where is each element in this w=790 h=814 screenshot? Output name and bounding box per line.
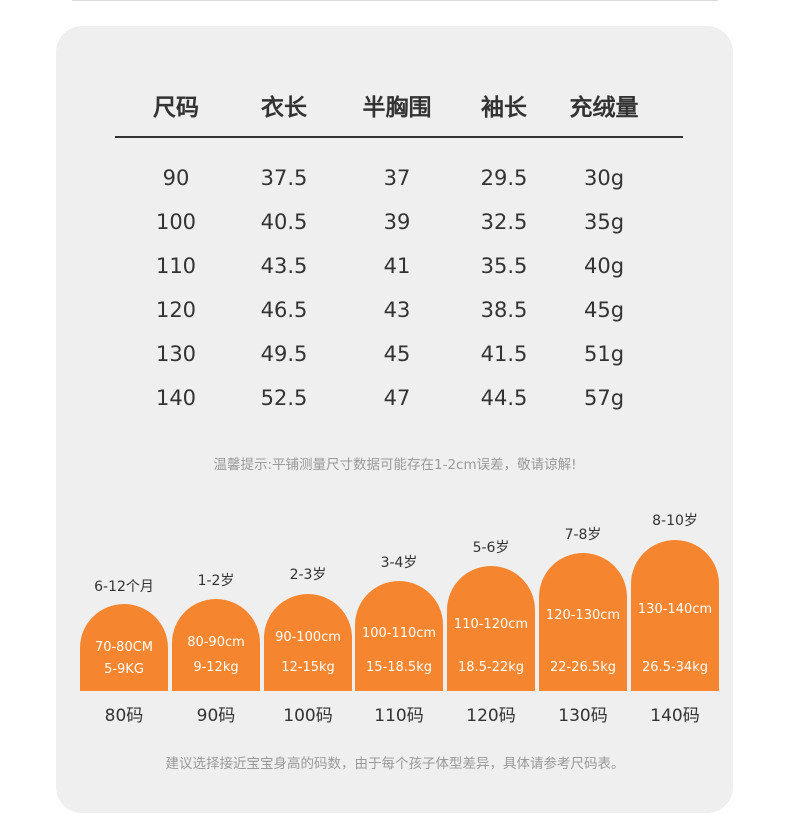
table-row: 120 46.5 43 38.5 45g bbox=[115, 290, 683, 334]
size-label: 120码 bbox=[466, 706, 516, 726]
size-label: 100码 bbox=[283, 706, 333, 726]
cell-size: 120 bbox=[155, 298, 197, 322]
cell-half-chest: 43 bbox=[383, 298, 411, 322]
cell-down-fill: 45g bbox=[583, 298, 625, 322]
cell-length: 46.5 bbox=[260, 298, 308, 322]
cell-sleeve: 32.5 bbox=[480, 210, 528, 234]
size-arch: 80-90cm 9-12kg bbox=[172, 599, 260, 691]
cell-down-fill: 35g bbox=[583, 210, 625, 234]
cell-half-chest: 37 bbox=[383, 166, 411, 190]
size-label: 90码 bbox=[196, 706, 236, 726]
cell-down-fill: 51g bbox=[583, 342, 625, 366]
cell-size: 100 bbox=[155, 210, 197, 234]
cell-size: 140 bbox=[155, 386, 197, 410]
height-range: 120-130cm bbox=[545, 608, 621, 623]
header-down-fill: 充绒量 bbox=[569, 95, 639, 121]
cell-sleeve: 29.5 bbox=[480, 166, 528, 190]
size-arch: 110-120cm 18.5-22kg bbox=[447, 566, 535, 691]
weight-range: 26.5-34kg bbox=[642, 660, 708, 675]
cell-sleeve: 35.5 bbox=[480, 254, 528, 278]
table-header: 尺码 衣长 半胸围 袖长 充绒量 bbox=[115, 84, 683, 138]
table-row: 130 49.5 45 41.5 51g bbox=[115, 334, 683, 378]
cell-down-fill: 40g bbox=[583, 254, 625, 278]
cell-sleeve: 44.5 bbox=[480, 386, 528, 410]
weight-range: 18.5-22kg bbox=[458, 660, 524, 675]
cell-length: 43.5 bbox=[260, 254, 308, 278]
height-range: 100-110cm bbox=[361, 626, 437, 641]
size-advice-note: 建议选择接近宝宝身高的码数，由于每个孩子体型差异，具体请参考尺码表。 bbox=[165, 756, 625, 772]
cell-half-chest: 39 bbox=[383, 210, 411, 234]
cell-length: 40.5 bbox=[260, 210, 308, 234]
cell-half-chest: 41 bbox=[383, 254, 411, 278]
cell-sleeve: 41.5 bbox=[480, 342, 528, 366]
cell-down-fill: 57g bbox=[583, 386, 625, 410]
table-row: 140 52.5 47 44.5 57g bbox=[115, 378, 683, 422]
header-half-chest: 半胸围 bbox=[362, 95, 432, 121]
table-row: 90 37.5 37 29.5 30g bbox=[115, 158, 683, 202]
weight-range: 12-15kg bbox=[281, 660, 335, 675]
height-range: 70-80CM bbox=[94, 640, 154, 655]
cell-length: 52.5 bbox=[260, 386, 308, 410]
table-row: 100 40.5 39 32.5 35g bbox=[115, 202, 683, 246]
header-size: 尺码 bbox=[153, 95, 199, 121]
age-label: 1-2岁 bbox=[197, 573, 235, 589]
cell-length: 49.5 bbox=[260, 342, 308, 366]
size-label: 110码 bbox=[374, 706, 424, 726]
measurement-note: 温馨提示:平铺测量尺寸数据可能存在1-2cm误差，敬请谅解! bbox=[213, 457, 577, 473]
cell-half-chest: 45 bbox=[383, 342, 411, 366]
height-range: 110-120cm bbox=[453, 617, 529, 632]
age-label: 8-10岁 bbox=[652, 513, 698, 529]
weight-range: 5-9KG bbox=[104, 662, 144, 677]
cell-size: 130 bbox=[155, 342, 197, 366]
height-range: 90-100cm bbox=[275, 630, 341, 645]
age-label: 7-8岁 bbox=[564, 527, 602, 543]
cell-size: 90 bbox=[162, 166, 190, 190]
age-label: 3-4岁 bbox=[380, 555, 418, 571]
size-label: 140码 bbox=[650, 706, 700, 726]
cell-half-chest: 47 bbox=[383, 386, 411, 410]
weight-range: 15-18.5kg bbox=[366, 660, 432, 675]
size-table: 尺码 衣长 半胸围 袖长 充绒量 90 37.5 37 29.5 30g 100… bbox=[115, 84, 683, 422]
height-range: 130-140cm bbox=[637, 602, 713, 617]
size-arch: 100-110cm 15-18.5kg bbox=[355, 581, 443, 691]
size-label: 80码 bbox=[104, 706, 144, 726]
cell-sleeve: 38.5 bbox=[480, 298, 528, 322]
header-length: 衣长 bbox=[261, 95, 307, 121]
header-sleeve: 袖长 bbox=[481, 95, 527, 121]
size-arch: 120-130cm 22-26.5kg bbox=[539, 553, 627, 691]
age-label: 6-12个月 bbox=[94, 579, 154, 595]
table-row: 110 43.5 41 35.5 40g bbox=[115, 246, 683, 290]
weight-range: 22-26.5kg bbox=[550, 660, 616, 675]
cell-size: 110 bbox=[155, 254, 197, 278]
weight-range: 9-12kg bbox=[193, 660, 239, 675]
age-label: 2-3岁 bbox=[289, 567, 327, 583]
cell-down-fill: 30g bbox=[583, 166, 625, 190]
top-divider bbox=[72, 0, 718, 1]
height-range: 80-90cm bbox=[187, 635, 245, 650]
size-arch: 70-80CM 5-9KG bbox=[80, 604, 168, 691]
size-arch: 90-100cm 12-15kg bbox=[264, 594, 352, 691]
size-arch: 130-140cm 26.5-34kg bbox=[631, 540, 719, 691]
age-label: 5-6岁 bbox=[472, 540, 510, 556]
cell-length: 37.5 bbox=[260, 166, 308, 190]
size-label: 130码 bbox=[558, 706, 608, 726]
